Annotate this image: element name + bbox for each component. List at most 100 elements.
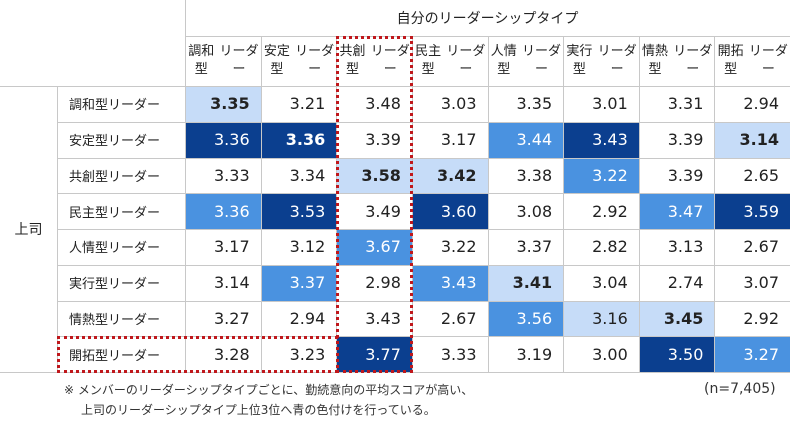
data-cell: 3.33 [185,157,261,194]
data-cell: 2.65 [714,157,790,194]
data-cell: 3.01 [563,86,639,122]
data-cell: 3.39 [336,121,412,158]
data-cell: 3.08 [487,193,564,229]
footnote-line-1: ※ メンバーのリーダーシップタイプごとに、勤続意向の平均スコアが高い、 [64,383,474,397]
grid-line [714,36,716,372]
column-header-type: 民主型 [415,44,442,77]
data-cell: 3.33 [411,336,488,372]
grid-line [57,336,790,338]
data-cell: 3.22 [563,157,639,194]
data-cell: 3.00 [563,336,639,372]
data-cell: 2.92 [714,300,790,337]
data-cell: 3.59 [714,193,790,229]
data-cell: 3.60 [411,193,488,229]
data-cell: 3.03 [411,86,488,122]
data-cell: 3.14 [714,121,790,158]
data-cell: 3.39 [638,121,715,158]
grid-line [185,0,186,372]
data-cell: 3.14 [185,264,261,301]
data-cell: 3.21 [260,86,337,122]
data-cell: 3.45 [638,300,715,337]
data-cell: 3.04 [563,264,639,301]
column-header-type: 情熱型 [641,44,668,77]
grid-line [57,157,790,159]
column-header-suffix: リーダー [522,44,562,77]
data-cell: 3.56 [487,300,564,337]
data-cell: 3.58 [336,157,412,194]
column-header-type: 安定型 [263,44,290,77]
row-label: 人情型リーダー [69,241,161,257]
data-cell: 3.43 [411,264,488,301]
column-header-type: 実行型 [566,44,593,77]
column-header: 民主型 リーダー [412,36,488,86]
column-header-type: 人情型 [490,44,517,77]
grid-line [0,86,790,87]
data-cell: 3.48 [336,86,412,122]
data-cell: 3.38 [487,157,564,194]
column-header-suffix: リーダー [370,44,410,77]
data-cell: 3.23 [260,336,337,372]
column-header: 安定型 リーダー [261,36,337,86]
data-cell: 3.17 [411,121,488,158]
column-header: 情熱型 リーダー [639,36,715,86]
column-header: 実行型 リーダー [563,36,639,86]
data-cell: 2.98 [336,264,412,301]
column-header: 調和型 リーダー [185,36,261,86]
data-cell: 3.35 [185,86,261,122]
data-cell: 2.94 [714,86,790,122]
data-cell: 3.27 [185,300,261,337]
row-group-label: 上司 [14,222,43,238]
grid-line [638,36,640,372]
data-cell: 3.39 [638,157,715,194]
data-cell: 3.35 [487,86,564,122]
data-cell: 3.28 [185,336,261,372]
data-cell: 3.44 [487,121,564,158]
data-cell: 2.74 [638,264,715,301]
data-cell: 3.47 [638,193,715,229]
data-cell: 3.27 [714,336,790,372]
column-header: 開拓型 リーダー [714,36,790,86]
data-cell: 3.31 [638,86,715,122]
grid-line [57,229,790,230]
grid-line [57,193,790,195]
data-cell: 2.94 [260,300,337,337]
grid-line [57,86,58,372]
row-label: 安定型リーダー [69,134,161,150]
data-cell: 3.36 [185,193,261,229]
data-cell: 3.13 [638,229,715,265]
row-label: 共創型リーダー [69,169,161,185]
column-header: 共創型 リーダー [336,36,412,86]
grid-line [57,300,790,302]
grid-line [57,264,790,266]
column-header-suffix: リーダー [597,44,637,77]
column-group-title: 自分のリーダーシップタイプ [396,11,579,27]
highlight-column-box [336,36,413,373]
grid-line [260,36,262,372]
data-cell: 3.37 [260,264,337,301]
data-cell: 3.67 [336,229,412,265]
row-label: 実行型リーダー [69,277,161,293]
data-cell: 3.22 [411,229,488,265]
data-cell: 3.17 [185,229,261,265]
row-label: 民主型リーダー [69,205,161,221]
data-cell: 3.12 [260,229,337,265]
column-header-suffix: リーダー [446,44,486,77]
data-cell: 3.53 [260,193,337,229]
data-cell: 3.36 [185,121,261,158]
data-cell: 3.16 [563,300,639,337]
data-cell: 3.37 [487,229,564,265]
column-header-suffix: リーダー [295,44,335,77]
data-cell: 2.92 [563,193,639,229]
row-label: 調和型リーダー [69,98,161,114]
data-cell: 2.67 [714,229,790,265]
row-label: 開拓型リーダー [69,348,161,364]
data-cell: 3.34 [260,157,337,194]
data-cell: 3.43 [563,121,639,158]
data-cell: 3.77 [336,336,412,372]
data-cell: 3.43 [336,300,412,337]
column-header-type: 開拓型 [717,44,744,77]
footnote-line-2: 上司のリーダーシップタイプ上位3位へ青の色付けを行っている。 [81,403,436,417]
highlight-row-box [57,336,339,373]
column-header-suffix: リーダー [673,44,713,77]
data-cell: 3.41 [487,264,564,301]
